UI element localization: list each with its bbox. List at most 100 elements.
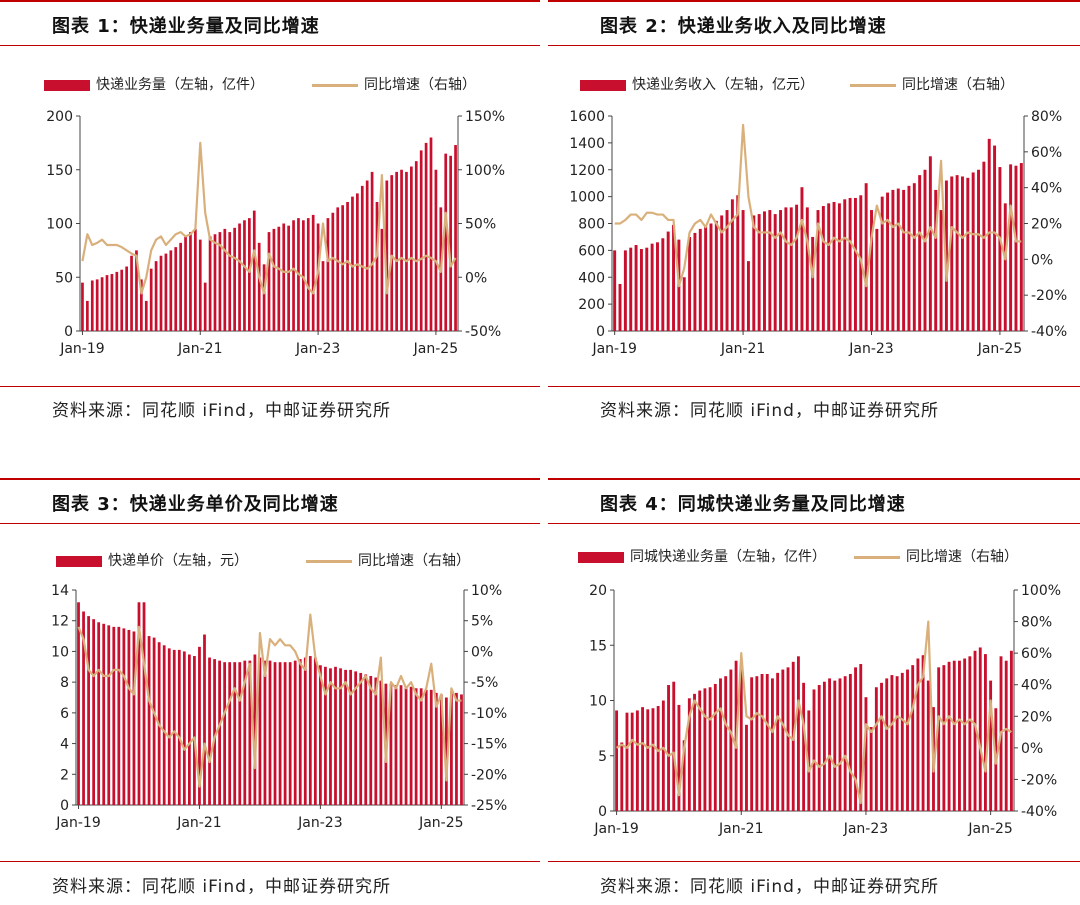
bar	[203, 634, 206, 805]
left-tick-label: 5	[598, 749, 607, 765]
x-tick-label: Jan-25	[977, 341, 1022, 357]
x-tick-label: Jan-25	[413, 341, 458, 357]
panel-title-bar: 图表 4：同城快递业务量及同比增速	[548, 478, 1080, 524]
bar	[926, 680, 930, 811]
bar	[409, 686, 413, 805]
left-tick-label: 50	[55, 270, 73, 286]
bar	[262, 264, 266, 331]
bar	[198, 239, 202, 332]
bar	[346, 202, 349, 331]
bar	[292, 220, 295, 331]
x-tick-label: Jan-23	[848, 341, 893, 357]
bar	[169, 250, 173, 332]
bar	[725, 210, 729, 331]
x-tick-label: Jan-23	[295, 341, 340, 357]
bar	[273, 662, 277, 805]
bar	[404, 686, 408, 805]
bar	[918, 175, 922, 332]
bar	[302, 220, 305, 331]
bar	[776, 672, 780, 812]
bar	[87, 616, 90, 805]
bar	[449, 155, 452, 331]
bar	[339, 668, 342, 805]
bar	[843, 199, 847, 331]
bar	[135, 250, 138, 332]
bar	[950, 176, 954, 331]
bar	[853, 197, 857, 331]
title-rule-top	[548, 478, 1080, 480]
bar	[92, 619, 96, 805]
legend-swatch-line	[854, 555, 900, 559]
bar	[739, 665, 743, 811]
panel-title-bar: 图表 1：快递业务量及同比增速	[0, 0, 540, 46]
left-tick-label: 15	[589, 638, 607, 654]
bar	[885, 678, 889, 811]
bar	[203, 282, 207, 332]
bar	[902, 189, 906, 331]
bar	[984, 654, 987, 811]
bar	[82, 611, 85, 805]
left-tick-label: 10	[51, 644, 69, 660]
bar	[142, 602, 146, 805]
bar	[319, 665, 322, 805]
x-tick-label: Jan-21	[718, 821, 763, 837]
bar	[912, 183, 916, 331]
bar	[306, 218, 310, 332]
left-tick-label: 2	[60, 767, 69, 783]
bar	[248, 660, 252, 805]
bar	[316, 223, 320, 331]
right-tick-label: -20%	[471, 767, 507, 783]
bar	[252, 210, 256, 331]
right-tick-label: 10%	[471, 583, 502, 599]
right-tick-label: 0%	[465, 270, 487, 286]
right-tick-label: 60%	[1021, 646, 1052, 662]
bar	[112, 626, 116, 805]
bar	[817, 685, 821, 811]
legend-item-line: 同比增速（右轴）	[306, 550, 470, 570]
bar	[768, 210, 772, 331]
bar	[213, 234, 217, 331]
bar	[379, 680, 383, 805]
source-rule	[0, 861, 540, 862]
bar	[370, 171, 374, 331]
bar	[971, 172, 975, 331]
bar	[238, 662, 242, 805]
bar	[336, 207, 340, 331]
bar	[939, 210, 943, 331]
bar	[130, 255, 133, 331]
source-note: 资料来源：同花顺 iFind，中邮证券研究所	[52, 877, 391, 897]
bar	[424, 689, 428, 805]
series-line	[77, 613, 462, 788]
bar	[795, 204, 799, 331]
bar	[874, 687, 878, 811]
bar	[714, 220, 718, 331]
bar	[613, 250, 617, 332]
bar	[399, 685, 403, 805]
title-rule-bottom	[0, 523, 540, 524]
source-rule	[548, 861, 1080, 862]
bar	[137, 602, 141, 805]
legend-label-bars: 同城快递业务量（左轴，亿件）	[630, 549, 826, 565]
bar	[968, 656, 972, 811]
bar	[95, 279, 99, 331]
bar	[807, 710, 811, 811]
bar	[218, 660, 221, 805]
left-tick-label: 20	[589, 583, 607, 599]
bar	[656, 242, 659, 331]
bar	[667, 685, 670, 811]
bar	[781, 669, 785, 811]
legend-swatch-bar	[44, 79, 90, 91]
bar	[356, 193, 359, 331]
bar	[228, 662, 232, 805]
bar	[625, 712, 629, 811]
bar	[193, 656, 196, 805]
bar	[147, 636, 151, 805]
bar	[365, 180, 369, 331]
right-tick-label: -25%	[471, 798, 507, 814]
bar	[698, 690, 702, 811]
bar	[414, 688, 418, 805]
x-tick-label: Jan-25	[418, 815, 463, 831]
left-tick-label: 1600	[569, 109, 605, 125]
bar	[81, 282, 84, 332]
legend-label-bars: 快递业务收入（左轴，亿元）	[632, 77, 814, 93]
